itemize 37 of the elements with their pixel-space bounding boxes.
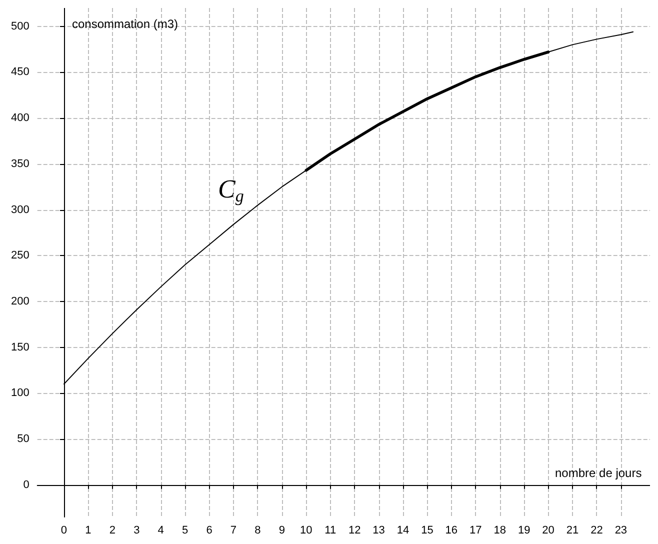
x-tick-label: 12 [348,524,361,536]
y-tick-label: 0 [23,478,30,491]
x-tick-label: 18 [494,524,506,536]
y-tick-label: 150 [10,341,30,354]
x-tick-label: 9 [278,524,285,536]
y-tick-label: 100 [10,387,30,400]
y-tick-label: 350 [10,158,30,170]
x-tick-label: 2 [109,524,116,536]
y-tick-label: 450 [10,66,30,78]
x-tick-label: 13 [372,524,385,536]
x-tick-label: 6 [206,524,212,536]
x-tick-label: 23 [614,524,628,536]
x-tick-label: 10 [300,524,312,536]
x-tick-label: 5 [182,524,188,536]
x-tick-label: 21 [566,524,579,536]
x-tick-label: 22 [590,524,603,536]
y-tick-label: 300 [10,204,30,216]
x-tick-label: 17 [470,524,482,536]
x-tick-label: 4 [158,524,164,536]
x-axis-title: nombre de jours [555,466,642,480]
x-tick-label: 16 [445,524,458,536]
y-tick-label: 250 [10,250,30,262]
y-tick-label: 200 [10,295,30,308]
x-tick-label: 11 [324,524,336,536]
x-tick-label: 0 [60,524,68,536]
y-tick-label: 50 [17,433,30,446]
x-tick-label: 19 [518,524,530,536]
x-tick-label: 8 [254,524,261,536]
y-tick-label: 400 [10,112,30,124]
y-axis-title: consommation (m3) [72,17,178,31]
x-tick-label: 14 [396,524,410,536]
y-tick-label: 500 [10,20,30,32]
x-tick-label: 20 [542,524,554,536]
x-tick-label: 15 [421,524,434,536]
x-tick-label: 3 [134,524,140,536]
x-tick-label: 7 [230,524,237,536]
x-tick-label: 1 [85,524,92,536]
